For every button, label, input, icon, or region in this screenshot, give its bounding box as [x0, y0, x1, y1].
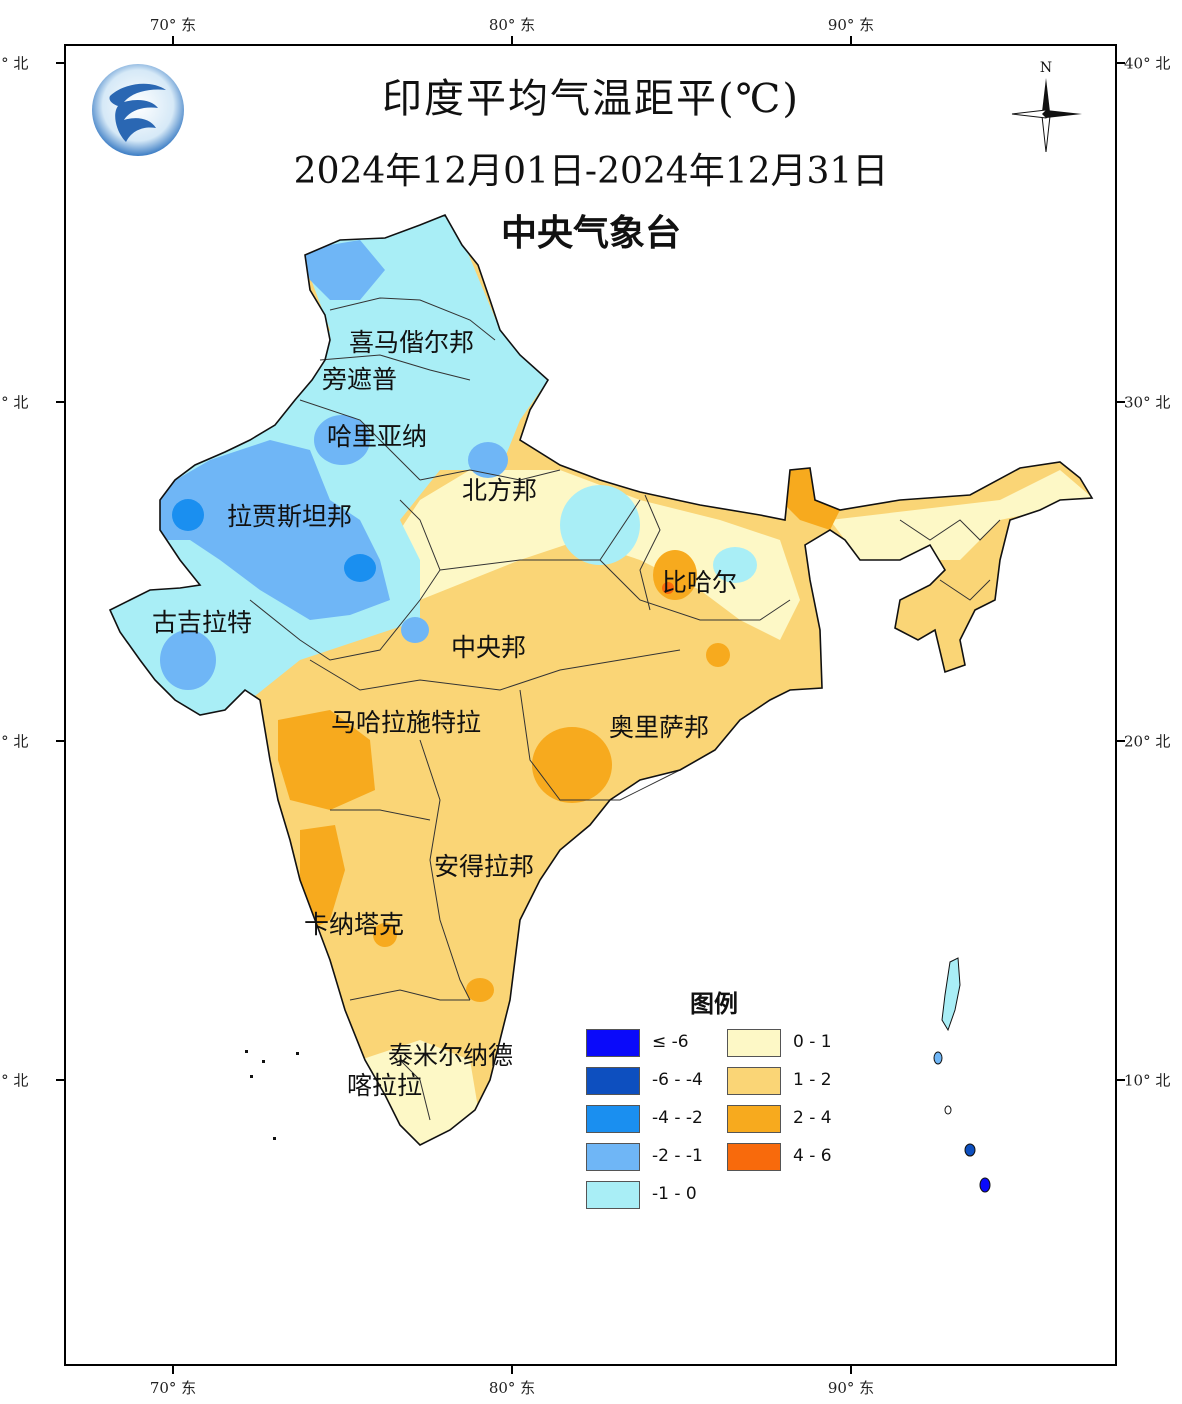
lat-label-left-40: 40° 北 — [0, 54, 29, 73]
region-label: 喀拉拉 — [347, 1071, 423, 1100]
region-label: 安得拉邦 — [434, 852, 535, 881]
legend-swatch — [586, 1143, 640, 1171]
legend-swatch — [727, 1105, 781, 1133]
region-label: 泰米尔纳德 — [388, 1041, 514, 1070]
cma-logo-icon — [92, 64, 184, 156]
legend-swatch — [586, 1067, 640, 1095]
lat-label-right-10: 10° 北 — [1124, 1071, 1171, 1090]
legend-swatch — [727, 1067, 781, 1095]
legend-swatch — [727, 1143, 781, 1171]
legend-label: -4 - -2 — [652, 1108, 703, 1128]
lat-label-right-40: 40° 北 — [1124, 54, 1171, 73]
region-label: 古吉拉特 — [152, 608, 253, 637]
region-label: 哈里亚纳 — [327, 422, 428, 451]
map-subtitle: 2024年12月01日-2024年12月31日 — [293, 151, 889, 192]
north-arrow-icon: N — [1011, 60, 1082, 153]
legend-label: 1 - 2 — [793, 1070, 832, 1090]
region-label: 北方邦 — [462, 476, 538, 505]
lat-label-left-10: 10° 北 — [0, 1071, 29, 1090]
legend-label: 2 - 4 — [793, 1108, 832, 1128]
region-label: 比哈尔 — [662, 568, 738, 597]
legend-swatch — [586, 1105, 640, 1133]
map-title: 印度平均气温距平(℃) — [382, 76, 800, 122]
lon-label-bottom-90: 90° 东 — [827, 1379, 875, 1397]
region-label: 奥里萨邦 — [609, 713, 710, 742]
legend-label: -6 - -4 — [652, 1070, 703, 1090]
legend-swatch — [727, 1029, 781, 1057]
region-label: 旁遮普 — [322, 365, 398, 394]
legend-swatch — [586, 1181, 640, 1209]
legend-label: 0 - 1 — [793, 1032, 832, 1052]
legend-label: -2 - -1 — [652, 1146, 703, 1166]
region-label: 拉贾斯坦邦 — [227, 502, 353, 531]
lat-label-right-20: 20° 北 — [1124, 732, 1171, 751]
region-label: 马哈拉施特拉 — [331, 708, 482, 737]
organization-name: 中央气象台 — [500, 213, 681, 254]
lon-label-bottom-70: 70° 东 — [149, 1379, 197, 1397]
lon-label-top-80: 80° 东 — [488, 16, 536, 34]
region-label: 喜马偕尔邦 — [349, 328, 475, 357]
lat-label-right-30: 30° 北 — [1124, 393, 1171, 412]
lat-label-left-30: 30° 北 — [0, 393, 29, 412]
region-label: 中央邦 — [451, 633, 527, 662]
region-label: 卡纳塔克 — [304, 910, 405, 939]
legend-label: 4 - 6 — [793, 1146, 832, 1166]
lon-label-top-70: 70° 东 — [149, 16, 197, 34]
north-label: N — [1040, 60, 1052, 76]
lon-label-top-90: 90° 东 — [827, 16, 875, 34]
lat-label-left-20: 20° 北 — [0, 732, 29, 751]
legend-label: -1 - 0 — [652, 1184, 697, 1204]
legend-title: 图例 — [690, 990, 738, 1018]
lon-label-bottom-80: 80° 东 — [488, 1379, 536, 1397]
legend-swatch — [586, 1029, 640, 1057]
legend-label: ≤ -6 — [652, 1032, 689, 1052]
